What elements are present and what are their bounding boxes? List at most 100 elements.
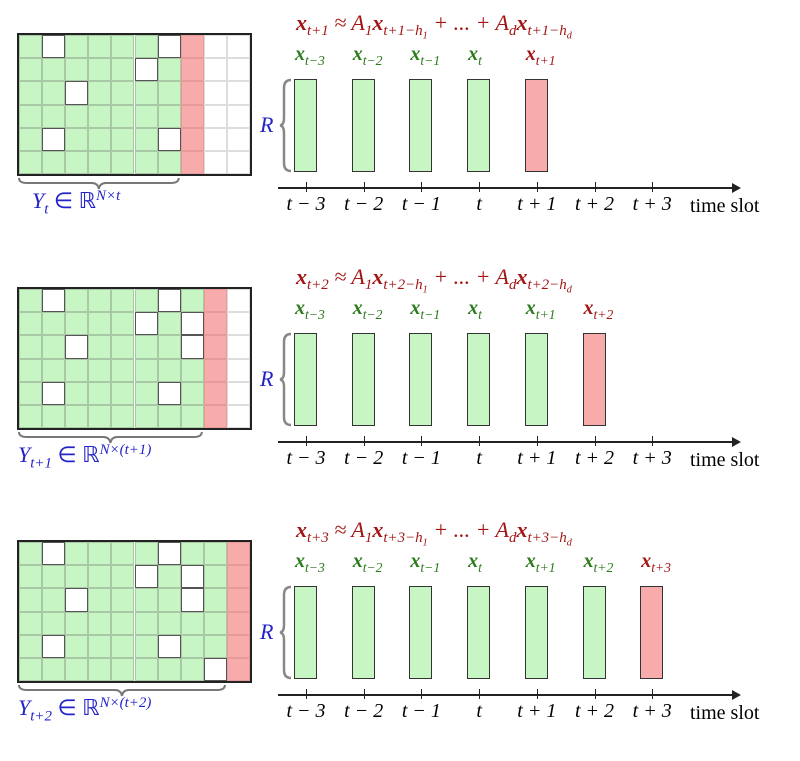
observed-vector-bar [524, 586, 548, 679]
vector-subscript: t−1 [420, 52, 441, 68]
axis-tick-label: t − 3 [286, 193, 326, 215]
observed-cell [111, 542, 135, 566]
axis-tick-label: t + 3 [632, 447, 672, 469]
observed-cell [19, 81, 43, 105]
forecast-cell [203, 335, 227, 359]
observed-vector-bar [409, 79, 433, 172]
matrix-dimension: N×t [96, 188, 121, 204]
observed-cell [65, 658, 89, 682]
vector-subscript: t−3 [305, 52, 325, 68]
data-matrix [17, 540, 252, 684]
observed-cell [19, 58, 43, 82]
observed-cell [180, 289, 204, 313]
observed-cell [42, 611, 66, 635]
vector-label: xt+1 [526, 43, 556, 69]
lhs-subscript: t+3 [307, 530, 329, 547]
observed-cell [180, 542, 204, 566]
termd-vector: x [516, 264, 528, 289]
observed-cell [157, 588, 181, 612]
plus-dots: + ... + A [427, 264, 509, 289]
Ad-subscript: d [508, 23, 517, 40]
axis-tick-label: t + 3 [632, 700, 672, 722]
empty-cell [203, 151, 227, 175]
forecast-cell [180, 104, 204, 128]
empty-cell [226, 289, 250, 313]
axis-tick-label: t + 1 [517, 193, 557, 215]
observed-cell [19, 151, 43, 175]
observed-cell [134, 104, 158, 128]
A1-subscript: 1 [364, 23, 373, 40]
row-brace [279, 78, 292, 173]
forecast-cell [226, 634, 250, 658]
axis-tick-label: t + 3 [632, 193, 672, 215]
axis-tick [306, 182, 307, 192]
axis-tick [421, 689, 423, 699]
empty-cell [226, 104, 250, 128]
vector-symbol: x [295, 297, 305, 319]
observed-cell [157, 81, 181, 105]
observed-cell [42, 358, 66, 382]
observed-cell [88, 335, 112, 359]
empty-cell [226, 381, 250, 405]
observed-cell [19, 358, 43, 382]
axis-tick-label: t − 1 [401, 700, 441, 722]
observed-cell [19, 565, 43, 589]
observed-cell [111, 127, 135, 151]
empty-cell [203, 58, 227, 82]
observed-cell [157, 104, 181, 128]
axis-tick-label: t − 2 [344, 447, 384, 469]
axis-tick-label: t [476, 447, 482, 469]
axis-tick-label: t + 2 [574, 447, 615, 469]
time-axis [278, 187, 736, 189]
observed-cell [65, 151, 89, 175]
axis-tick [652, 436, 654, 446]
observed-cell [88, 151, 112, 175]
vector-symbol: x [468, 297, 479, 319]
vector-symbol: x [525, 43, 536, 65]
observed-cell [88, 58, 112, 82]
row-brace [279, 585, 292, 680]
observed-cell [19, 289, 43, 313]
ar-formula: xt+1 ≈ A1xt+1−h1 + ... + Adxt+1−hd [296, 10, 572, 42]
observed-cell [42, 335, 66, 359]
observed-cell [88, 127, 112, 151]
axis-tick [306, 689, 307, 699]
vector-label: xt−1 [410, 43, 440, 69]
observed-cell [180, 634, 204, 658]
matrix-subscript: t+2 [30, 708, 52, 725]
axis-tick [363, 436, 365, 446]
forecast-vector-bar [640, 586, 664, 679]
observed-cell [111, 658, 135, 682]
axis-tick [594, 436, 596, 446]
observed-cell [65, 358, 89, 382]
observed-cell [65, 127, 89, 151]
vector-subscript: t+3 [651, 559, 671, 575]
axis-tick [363, 182, 365, 192]
hd-subscript: d [566, 30, 572, 42]
panel-3: Yt+2 ∈ ℝN×(t+2) xt+3 ≈ A1xt+3−h1 + ... + … [0, 507, 800, 761]
empty-cell [226, 312, 250, 336]
missing-cell [42, 634, 66, 658]
set-symbol: ∈ ℝ [51, 695, 100, 721]
axis-tick [652, 182, 654, 192]
forecast-cell [203, 358, 227, 382]
vector-label: xt−3 [295, 43, 325, 69]
vector-symbol: x [352, 43, 363, 65]
observed-cell [88, 35, 112, 59]
vector-symbol: x [295, 43, 305, 65]
vector-symbol: x [410, 43, 421, 65]
vector-subscript: t−1 [420, 559, 441, 575]
missing-cell [134, 565, 158, 589]
observed-cell [111, 81, 135, 105]
vector-symbol: x [410, 297, 421, 319]
vector-symbol: x [525, 550, 536, 572]
matrix-label: Yt+1 ∈ ℝN×(t+1) [18, 442, 151, 472]
termd-vector: x [516, 517, 528, 542]
observed-cell [111, 312, 135, 336]
forecast-cell [226, 658, 250, 682]
observed-cell [42, 405, 66, 429]
observed-vector-bar [294, 586, 317, 679]
term1-vector: x [372, 517, 384, 542]
axis-tick-label: t + 2 [574, 700, 615, 722]
observed-vector-bar [351, 586, 375, 679]
